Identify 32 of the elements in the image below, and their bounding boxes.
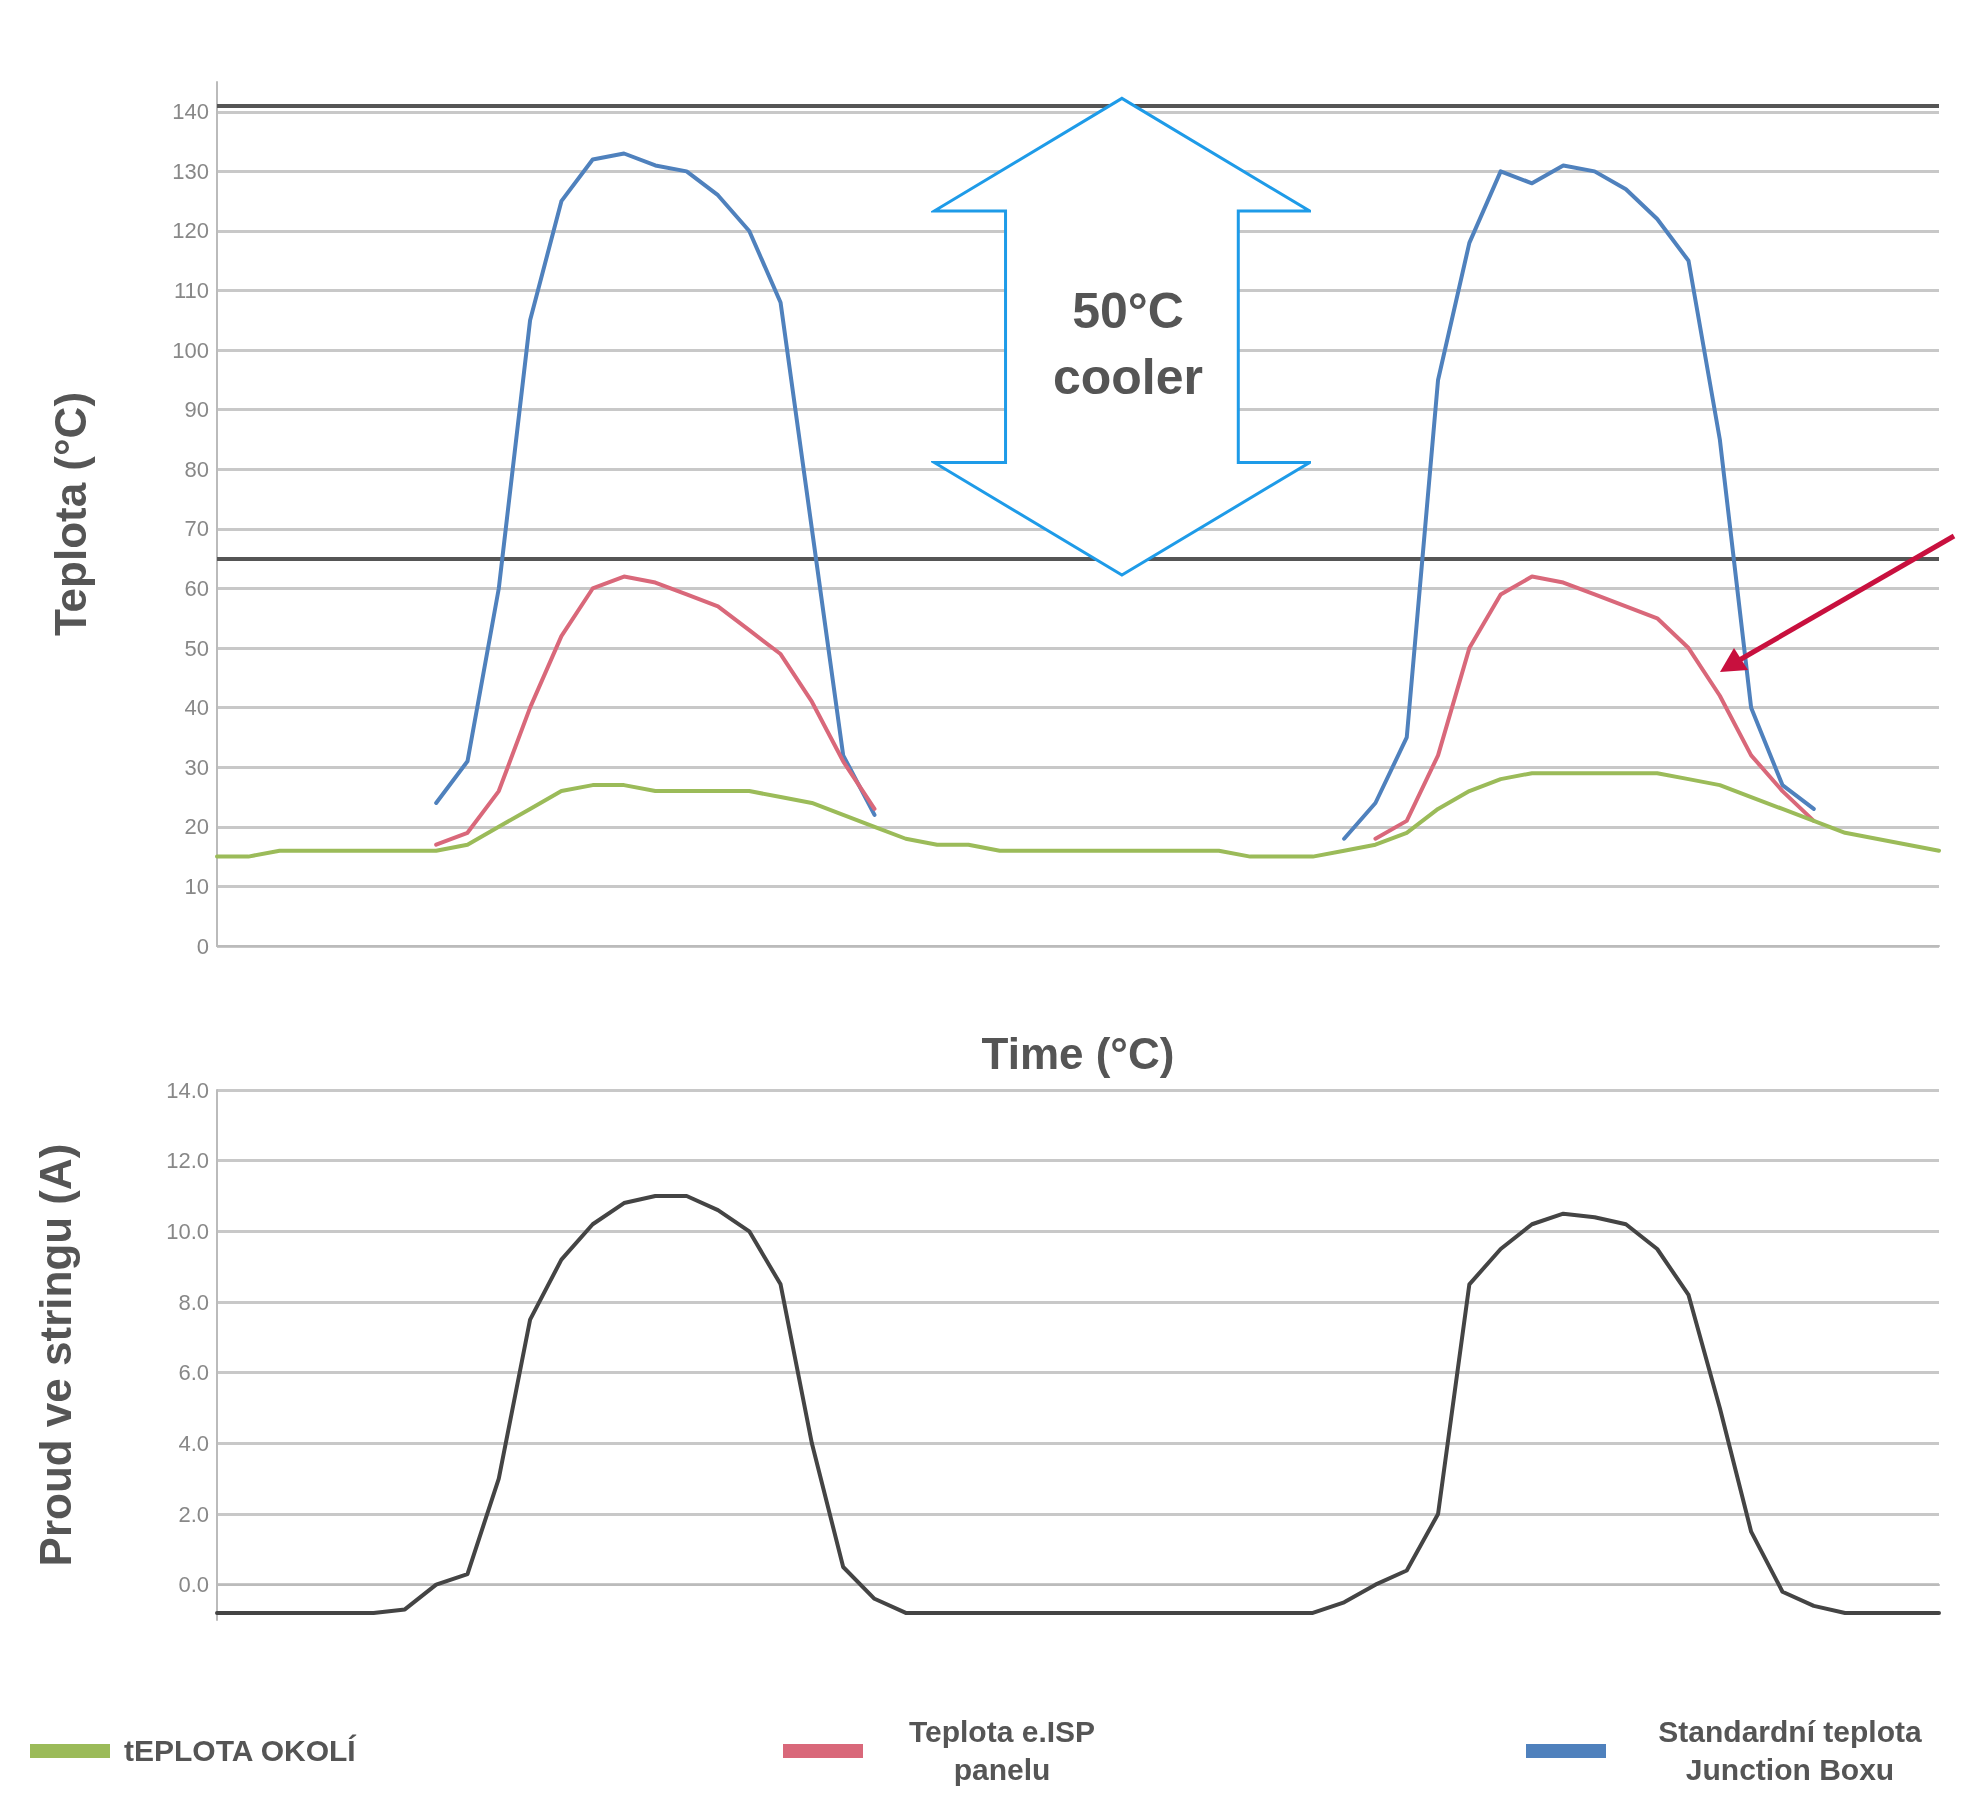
y-tick-label: 12.0 — [166, 1148, 209, 1174]
y-axis-title: Teplota (°C) — [45, 391, 95, 637]
y-tick-label: 130 — [172, 158, 209, 184]
y-tick-label: 8.0 — [178, 1289, 209, 1315]
y-tick-label: 2.0 — [178, 1501, 209, 1527]
legend-label: Standardní teplota Junction Boxu — [1657, 1714, 1923, 1788]
y-tick-label: 90 — [184, 397, 209, 423]
y-tick-label: 50 — [184, 635, 209, 661]
y-tick-label: 6.0 — [178, 1360, 209, 1386]
y-tick-label: 100 — [172, 337, 209, 363]
y-tick-label: 110 — [173, 278, 209, 304]
line-series — [215, 1194, 1941, 1615]
y-tick-label: 140 — [172, 99, 209, 125]
y-tick-label: 80 — [184, 456, 209, 482]
y-tick-label: 30 — [184, 754, 209, 780]
y-tick-label: 60 — [184, 575, 209, 601]
y-tick-label: 0.0 — [178, 1572, 209, 1598]
y-tick-label: 120 — [172, 218, 209, 244]
y-axis-title: Proud ve stringu (A) — [30, 1143, 80, 1567]
annotation: 50°C cooler — [1051, 282, 1205, 407]
y-tick-label: 4.0 — [178, 1430, 209, 1456]
legend-label: tEPLOTA OKOLÍ — [124, 1733, 357, 1769]
y-tick-label: 20 — [184, 814, 209, 840]
y-tick-label: 0 — [196, 933, 209, 959]
y-tick-label: 70 — [184, 516, 209, 542]
legend-label: Teplota e.ISP panelu — [907, 1714, 1097, 1788]
line-series — [215, 771, 1941, 859]
y-tick-label: 10.0 — [166, 1218, 209, 1244]
y-tick-label: 14.0 — [166, 1077, 209, 1103]
y-tick-label: 10 — [184, 873, 209, 899]
y-tick-label: 40 — [184, 695, 209, 721]
x-axis-title: Time (°C) — [981, 1028, 1175, 1078]
